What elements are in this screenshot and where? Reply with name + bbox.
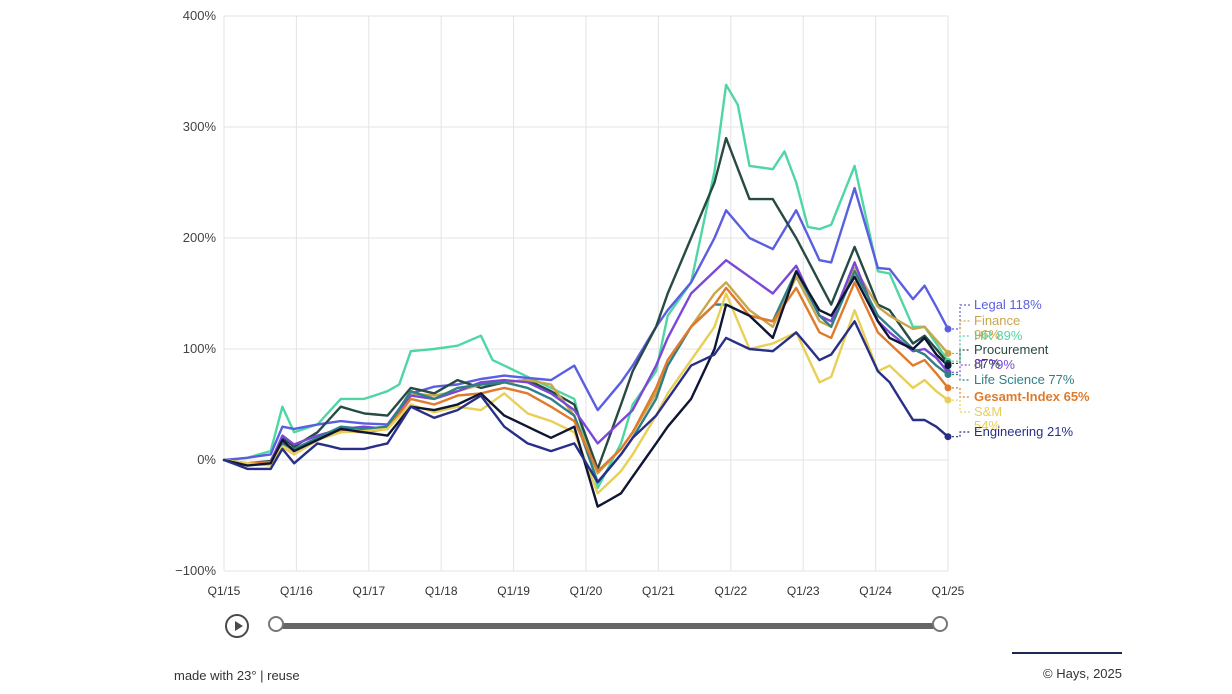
series-label-it: IT 79%: [974, 357, 1015, 372]
reuse-link[interactable]: reuse: [267, 668, 300, 683]
series-leader-it: [952, 364, 970, 373]
x-tick-label: Q1/24: [859, 584, 892, 598]
series-label-s-m: S&M: [974, 404, 1002, 419]
y-tick-label: 100%: [183, 341, 217, 356]
series-line-legal: [222, 186, 950, 462]
play-button[interactable]: [225, 614, 249, 638]
y-axis: −100% 0% 100% 200% 300% 400%: [175, 8, 216, 578]
x-axis: Q1/15 Q1/16 Q1/17 Q1/18 Q1/19 Q1/20 Q1/21 Q1/22…: [208, 584, 965, 598]
x-tick-label: Q1/21: [642, 584, 675, 598]
series-leader-hr: [952, 335, 970, 362]
line-chart: −100%0%100%200%300%400% Q1/15 Q1/16 Q1/17 Q…: [175, 8, 1090, 598]
series-leader-legal: [952, 304, 970, 330]
x-tick-label: Q1/25: [932, 584, 965, 598]
copyright: © Hays, 2025: [1012, 652, 1122, 681]
series-end-marker-gesamt-index: [944, 384, 952, 392]
series-label-legal: Legal 118%: [974, 297, 1042, 312]
x-tick-label: Q1/16: [280, 584, 313, 598]
made-with-text: made with 23° |: [174, 668, 268, 683]
series-end-marker-legal: [944, 325, 952, 333]
series-label-finance: 96%: [974, 327, 1000, 342]
series-label-procurement: Procurement: [974, 342, 1049, 357]
series-line-procurement: [222, 136, 950, 471]
series-label-hr: HR 89%: [974, 328, 1023, 343]
series-leader-engineering: [952, 431, 970, 438]
series-end-marker-life-science: [944, 371, 952, 379]
x-tick-label: Q1/23: [787, 584, 820, 598]
series-leader-s-m: [952, 399, 970, 413]
series-end-marker-s-m: [944, 396, 952, 404]
y-tick-label: 300%: [183, 119, 217, 134]
series-label-gesamt-index: Gesamt-Index 65%: [974, 389, 1090, 404]
x-tick-label: Q1/18: [425, 584, 458, 598]
x-tick-label: Q1/17: [352, 584, 385, 598]
series-label-procurement: 87%: [974, 356, 1000, 371]
x-tick-label: Q1/19: [497, 584, 530, 598]
series-end-marker-black: [944, 362, 952, 370]
series-line-black: [222, 270, 950, 508]
x-tick-label: Q1/22: [714, 584, 747, 598]
series-end-marker-engineering: [944, 433, 952, 441]
series-label-life-science: Life Science 77%: [974, 372, 1075, 387]
series-leader-finance: [952, 320, 970, 355]
y-tick-label: −100%: [175, 563, 216, 578]
time-slider-end-handle[interactable]: [932, 616, 948, 632]
series-end-marker-finance: [944, 349, 952, 357]
series-label-engineering: Engineering 21%: [974, 424, 1073, 439]
play-icon: [235, 621, 243, 631]
made-with-credit: made with 23° | reuse: [174, 668, 300, 683]
series-leader-procurement: [952, 349, 970, 365]
y-tick-label: 400%: [183, 8, 217, 23]
time-slider-start-handle[interactable]: [268, 616, 284, 632]
series-label-finance: Finance: [974, 313, 1020, 328]
time-slider-track[interactable]: [276, 623, 940, 629]
series-leader-life-science: [952, 373, 970, 381]
series-lines: [222, 83, 952, 508]
series-label-s-m: 54%: [974, 418, 1000, 433]
y-tick-label: 0%: [197, 452, 216, 467]
series-line-engineering: [222, 320, 950, 484]
x-tick-label: Q1/15: [208, 584, 241, 598]
series-leader-gesamt-index: [952, 387, 970, 398]
y-tick-label: 200%: [183, 230, 217, 245]
grid: [223, 15, 949, 572]
x-tick-label: Q1/20: [570, 584, 603, 598]
